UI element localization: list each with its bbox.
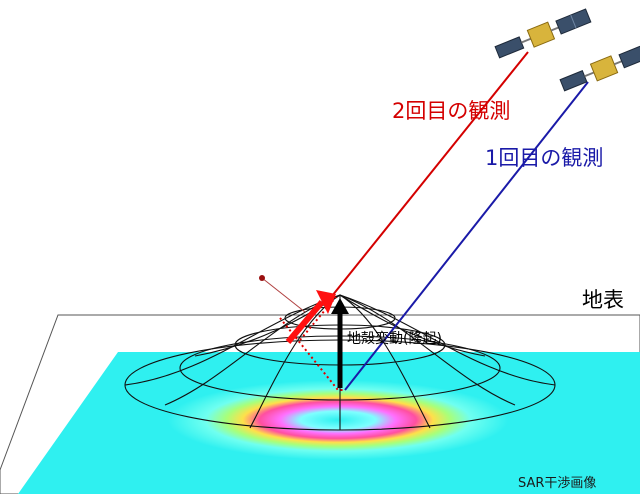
observation-line-1 <box>344 81 589 391</box>
leader-dot <box>259 275 265 281</box>
observation-line-2 <box>331 51 529 297</box>
path-difference-dotted <box>279 317 345 391</box>
satellite-icon <box>494 8 592 59</box>
crustal-deformation-label: 地殻変動(隆起) <box>347 331 442 347</box>
ground-surface-label: 地表 <box>582 288 624 312</box>
observation-2-label: 2回目の観測 <box>392 99 511 123</box>
displacement-arrow <box>331 298 349 388</box>
observation-1-label: 1回目の観測 <box>485 146 604 170</box>
interference-fringes <box>168 380 508 460</box>
ground-plane <box>0 314 640 494</box>
sar-interferogram-label: SAR干渉画像 <box>518 476 597 491</box>
satellite-icon <box>559 42 640 92</box>
leader-line <box>261 277 306 313</box>
line-of-sight-arrow <box>285 290 336 344</box>
